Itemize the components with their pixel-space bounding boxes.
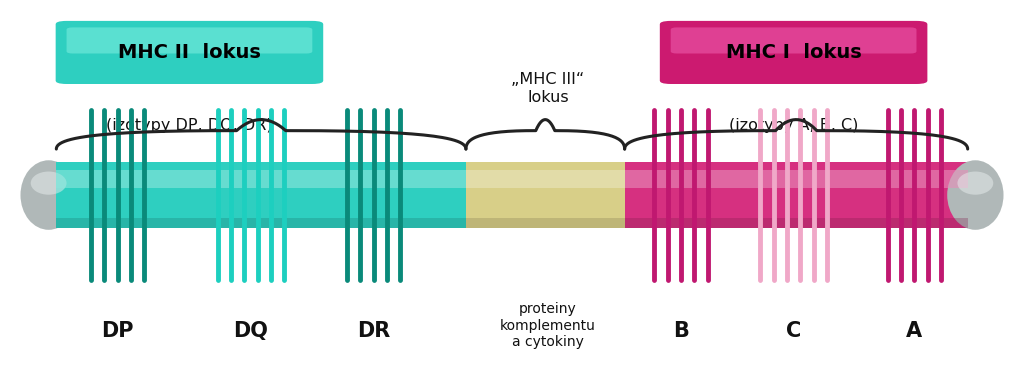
FancyBboxPatch shape (625, 170, 968, 188)
FancyBboxPatch shape (56, 218, 466, 228)
FancyBboxPatch shape (625, 218, 968, 228)
Ellipse shape (947, 160, 1004, 230)
FancyBboxPatch shape (658, 20, 929, 85)
Text: (izotypy A, B, C): (izotypy A, B, C) (729, 118, 858, 132)
FancyBboxPatch shape (67, 28, 312, 53)
Ellipse shape (31, 171, 67, 195)
Text: DP: DP (101, 321, 134, 341)
FancyBboxPatch shape (671, 28, 916, 53)
Ellipse shape (20, 160, 77, 230)
FancyBboxPatch shape (466, 218, 625, 228)
FancyBboxPatch shape (625, 162, 968, 228)
Text: (izotypy DP, DQ, DR): (izotypy DP, DQ, DR) (106, 118, 272, 132)
Text: C: C (786, 321, 801, 341)
Text: B: B (673, 321, 689, 341)
Text: proteiny
komplementu
a cytokiny: proteiny komplementu a cytokiny (500, 302, 596, 349)
Text: DQ: DQ (233, 321, 268, 341)
Text: A: A (906, 321, 923, 341)
Ellipse shape (957, 171, 993, 195)
FancyBboxPatch shape (54, 20, 325, 85)
Text: MHC II  lokus: MHC II lokus (118, 43, 261, 62)
FancyBboxPatch shape (56, 162, 466, 228)
Text: DR: DR (357, 321, 390, 341)
FancyBboxPatch shape (466, 162, 625, 228)
Text: MHC I  lokus: MHC I lokus (726, 43, 861, 62)
FancyBboxPatch shape (466, 170, 625, 188)
Text: „MHC III“
lokus: „MHC III“ lokus (511, 72, 585, 105)
FancyBboxPatch shape (56, 170, 466, 188)
